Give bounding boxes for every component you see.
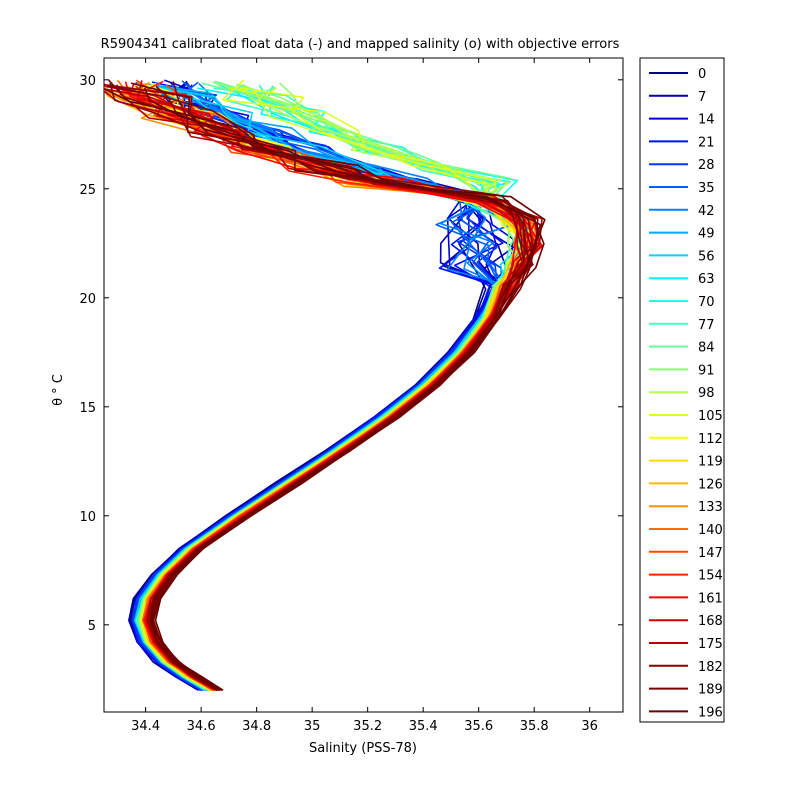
x-tick-label: 36 <box>581 719 598 734</box>
legend-label-112: 112 <box>698 432 723 447</box>
legend-label-126: 126 <box>698 477 723 492</box>
y-tick-label: 30 <box>79 74 96 89</box>
legend-label-49: 49 <box>698 227 715 242</box>
legend-label-56: 56 <box>698 249 715 264</box>
legend-label-133: 133 <box>698 500 723 515</box>
legend-label-70: 70 <box>698 295 715 310</box>
legend-label-91: 91 <box>698 363 715 378</box>
profile-lines <box>104 79 546 691</box>
legend-label-161: 161 <box>698 591 723 606</box>
series-line-77 <box>135 86 529 691</box>
x-axis: 34.4 34.6 34.8 35 35.2 35.4 35.6 35.8 36 <box>131 58 598 734</box>
legend-label-42: 42 <box>698 204 715 219</box>
legend-label-84: 84 <box>698 341 715 356</box>
x-tick-label: 35.2 <box>353 719 382 734</box>
y-tick-label: 5 <box>88 619 96 634</box>
plot-area <box>103 57 624 713</box>
series-line-182 <box>104 83 533 691</box>
legend-label-77: 77 <box>698 318 715 333</box>
legend-label-140: 140 <box>698 523 723 538</box>
legend-label-63: 63 <box>698 272 715 287</box>
x-tick-label: 34.6 <box>187 719 216 734</box>
x-tick-label: 34.8 <box>242 719 271 734</box>
legend-label-0: 0 <box>698 67 706 82</box>
x-axis-label: Salinity (PSS-78) <box>309 741 417 756</box>
x-tick-label: 34.4 <box>131 719 160 734</box>
y-axis: 5 10 15 20 25 30 <box>79 74 623 634</box>
legend-label-98: 98 <box>698 386 715 401</box>
x-tick-label: 35 <box>304 719 321 734</box>
legend-label-175: 175 <box>698 637 723 652</box>
legend-label-196: 196 <box>698 705 723 720</box>
y-tick-label: 15 <box>79 401 96 416</box>
y-axis-label: θ ° C <box>51 374 66 406</box>
y-tick-label: 20 <box>79 292 96 307</box>
x-tick-label: 35.4 <box>409 719 438 734</box>
legend-label-35: 35 <box>698 181 715 196</box>
legend-label-147: 147 <box>698 546 723 561</box>
legend-box <box>639 57 725 723</box>
legend-label-119: 119 <box>698 455 723 470</box>
plot-frame <box>103 57 624 713</box>
legend-label-28: 28 <box>698 158 715 173</box>
chart-title: R5904341 calibrated float data (-) and m… <box>101 37 620 52</box>
series-line-196 <box>130 82 546 691</box>
series-line-98 <box>138 86 522 691</box>
x-tick-label: 35.6 <box>464 719 493 734</box>
legend: 0 7 14 21 28 35 42 49 56 63 70 77 84 91 98 105 112 119 126… <box>639 57 725 723</box>
legend-label-168: 168 <box>698 614 723 629</box>
y-tick-label: 25 <box>79 183 96 198</box>
legend-label-189: 189 <box>698 683 723 698</box>
legend-label-154: 154 <box>698 569 723 584</box>
legend-label-14: 14 <box>698 113 715 128</box>
legend-label-105: 105 <box>698 409 723 424</box>
x-tick-label: 35.8 <box>520 719 549 734</box>
legend-label-182: 182 <box>698 660 723 675</box>
legend-label-21: 21 <box>698 135 715 150</box>
y-tick-label: 10 <box>79 510 96 525</box>
legend-label-7: 7 <box>698 90 706 105</box>
